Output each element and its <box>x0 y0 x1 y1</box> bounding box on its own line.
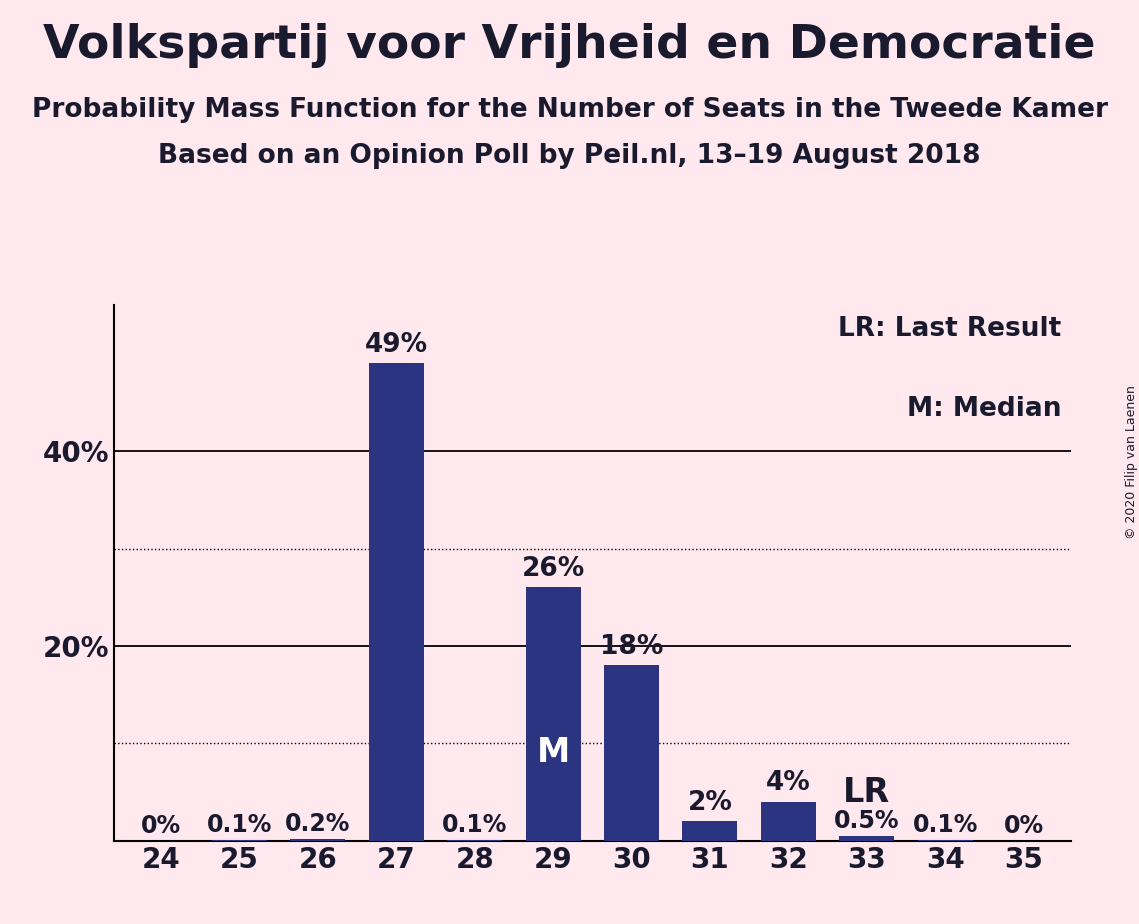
Bar <box>682 821 737 841</box>
Text: Based on an Opinion Poll by Peil.nl, 13–19 August 2018: Based on an Opinion Poll by Peil.nl, 13–… <box>158 143 981 169</box>
Text: 26%: 26% <box>522 555 584 581</box>
Bar <box>918 840 973 841</box>
Text: Probability Mass Function for the Number of Seats in the Tweede Kamer: Probability Mass Function for the Number… <box>32 97 1107 123</box>
Text: 4%: 4% <box>765 770 811 796</box>
Text: 0.5%: 0.5% <box>834 809 900 833</box>
Text: 2%: 2% <box>688 789 732 816</box>
Text: 0.1%: 0.1% <box>912 813 978 837</box>
Text: M: Median: M: Median <box>907 396 1062 422</box>
Text: © 2020 Filip van Laenen: © 2020 Filip van Laenen <box>1124 385 1138 539</box>
Bar <box>761 802 816 841</box>
Text: 0.2%: 0.2% <box>285 812 351 836</box>
Bar <box>212 840 267 841</box>
Text: M: M <box>536 736 570 769</box>
Bar <box>839 836 894 841</box>
Bar <box>604 665 659 841</box>
Text: LR: Last Result: LR: Last Result <box>838 316 1062 342</box>
Text: 0.1%: 0.1% <box>442 813 507 837</box>
Text: 49%: 49% <box>364 332 428 358</box>
Bar <box>525 588 581 841</box>
Bar <box>448 840 502 841</box>
Text: 18%: 18% <box>600 634 663 660</box>
Bar <box>290 839 345 841</box>
Text: LR: LR <box>843 775 891 808</box>
Text: 0%: 0% <box>1003 814 1043 838</box>
Text: Volkspartij voor Vrijheid en Democratie: Volkspartij voor Vrijheid en Democratie <box>43 23 1096 68</box>
Bar <box>369 363 424 841</box>
Text: 0%: 0% <box>141 814 181 838</box>
Text: 0.1%: 0.1% <box>206 813 272 837</box>
